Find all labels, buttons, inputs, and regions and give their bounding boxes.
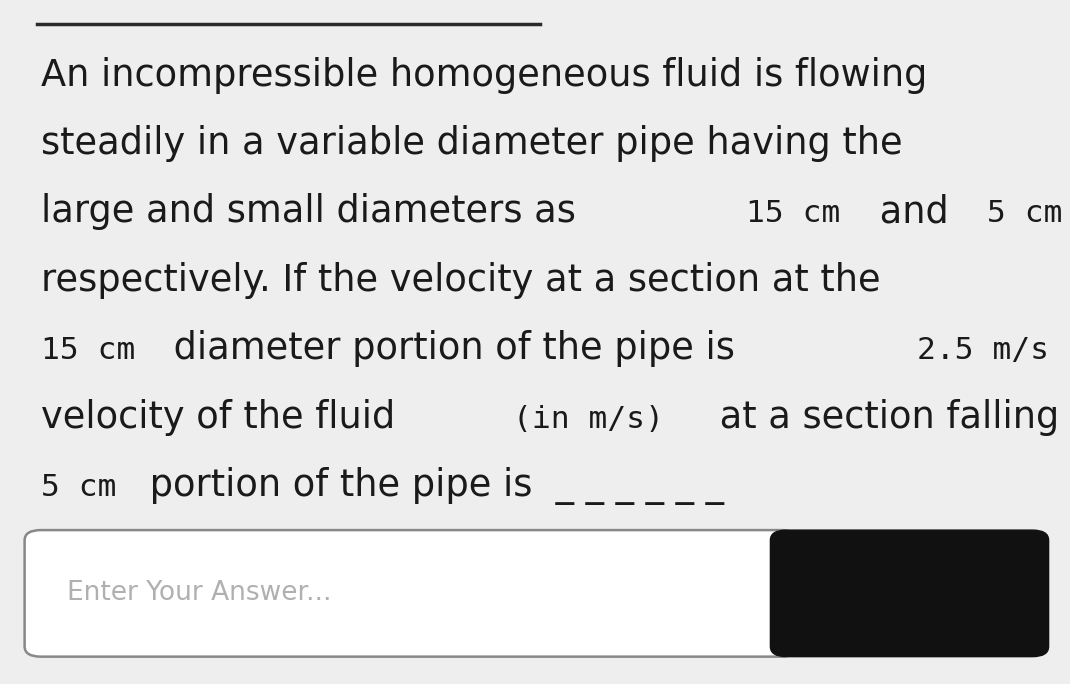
Text: large and small diameters as: large and small diameters as: [41, 194, 587, 231]
FancyBboxPatch shape: [25, 530, 797, 657]
Text: 2.5 m/s: 2.5 m/s: [917, 336, 1049, 365]
Text: at a section falling in: at a section falling in: [707, 399, 1070, 436]
Text: 15 cm: 15 cm: [746, 199, 840, 228]
Text: 15 cm: 15 cm: [41, 336, 135, 365]
Text: 5 cm: 5 cm: [987, 199, 1063, 228]
Text: and: and: [868, 194, 960, 231]
Text: Enter Your Answer...: Enter Your Answer...: [67, 580, 332, 607]
Text: velocity of the fluid: velocity of the fluid: [41, 399, 407, 436]
Text: respectively. If the velocity at a section at the: respectively. If the velocity at a secti…: [41, 262, 881, 299]
Text: portion of the pipe is  _ _ _ _ _ _: portion of the pipe is _ _ _ _ _ _: [138, 467, 724, 505]
Text: diameter portion of the pipe is: diameter portion of the pipe is: [163, 330, 747, 367]
Text: An incompressible homogeneous fluid is flowing: An incompressible homogeneous fluid is f…: [41, 57, 927, 94]
Text: 5 cm: 5 cm: [41, 473, 117, 502]
Text: (in m/s): (in m/s): [513, 404, 663, 434]
Text: steadily in a variable diameter pipe having the: steadily in a variable diameter pipe hav…: [41, 125, 902, 162]
FancyBboxPatch shape: [770, 530, 1049, 657]
